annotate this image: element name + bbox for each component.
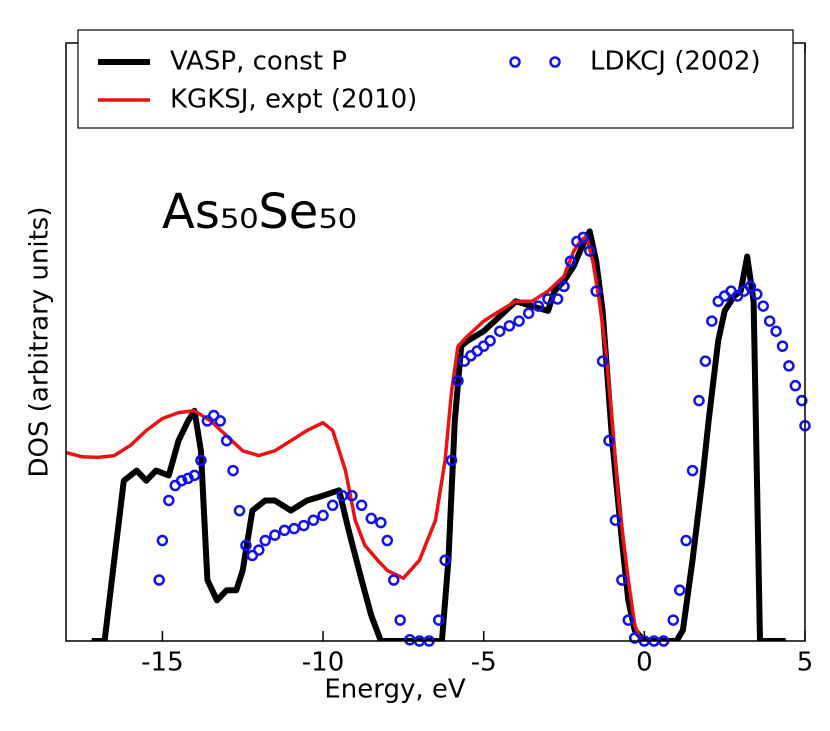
x-tick-label: -5 [471, 648, 497, 678]
data-point [699, 355, 712, 367]
x-tick-label: 0 [636, 648, 653, 678]
data-point [796, 394, 808, 407]
data-point [603, 434, 615, 447]
data-point [227, 464, 239, 477]
data-point [763, 315, 776, 327]
data-point [673, 584, 686, 596]
data-point [596, 355, 609, 367]
data-point [387, 574, 400, 586]
data-point [503, 320, 516, 332]
data-point [513, 315, 525, 327]
data-point [233, 504, 246, 517]
data-point [532, 300, 545, 312]
data-point [616, 574, 628, 586]
data-point [667, 614, 680, 626]
data-point [156, 534, 169, 547]
data-point [494, 325, 506, 337]
data-point [381, 534, 394, 547]
data-point [175, 474, 188, 487]
data-point [558, 280, 570, 293]
data-point [693, 394, 705, 407]
legend-swatch [549, 56, 561, 68]
x-tick-label: -15 [141, 648, 183, 678]
data-point [394, 614, 406, 626]
data-point [628, 632, 641, 644]
annotation: As₅₀Se₅₀ [162, 184, 357, 240]
data-point [776, 340, 789, 352]
legend-label: KGKSJ, expt (2010) [170, 85, 417, 115]
data-point [259, 534, 271, 547]
data-line [66, 234, 643, 641]
data-point [770, 325, 782, 337]
legend-swatch [509, 56, 521, 68]
data-point [609, 514, 622, 526]
data-point [783, 360, 795, 372]
data-point [583, 245, 596, 257]
data-point [163, 494, 175, 507]
data-point [439, 554, 451, 567]
data-point [757, 300, 769, 312]
data-point [253, 544, 265, 556]
data-point [686, 464, 699, 477]
data-point [298, 519, 310, 532]
data-point [432, 614, 445, 626]
data-point [452, 375, 464, 387]
data-point [188, 469, 201, 482]
data-point [564, 255, 577, 268]
data-point [551, 293, 564, 305]
data-point [375, 516, 387, 529]
data-point [326, 499, 339, 512]
data-point [789, 379, 802, 392]
data-line [91, 228, 786, 641]
data-point [365, 512, 377, 525]
data-point [214, 415, 226, 427]
x-tick-label: -10 [302, 648, 344, 678]
data-point [744, 280, 757, 293]
data-point [751, 288, 763, 300]
data-point [346, 489, 358, 502]
data-point [355, 499, 368, 512]
data-point [522, 307, 535, 320]
data-point [288, 522, 300, 535]
data-point [317, 509, 329, 522]
data-point [484, 335, 496, 347]
data-point [706, 315, 718, 327]
data-point [153, 574, 165, 586]
data-point [577, 231, 590, 244]
data-point [622, 614, 635, 626]
y-axis-label: DOS (arbitrary units) [25, 207, 55, 478]
legend-label: VASP, const P [170, 47, 347, 77]
data-point [195, 454, 207, 467]
legend-box [77, 29, 794, 129]
data-point [220, 434, 233, 447]
data-point [590, 285, 602, 297]
x-axis-label: Energy, eV [324, 675, 466, 705]
data-point [445, 454, 458, 467]
data-point [240, 539, 252, 552]
legend-label: LDKCJ (2002) [590, 47, 761, 77]
data-point [269, 529, 281, 541]
x-tick-label: 5 [797, 648, 814, 678]
data-point [680, 534, 692, 547]
data-point [307, 514, 320, 526]
